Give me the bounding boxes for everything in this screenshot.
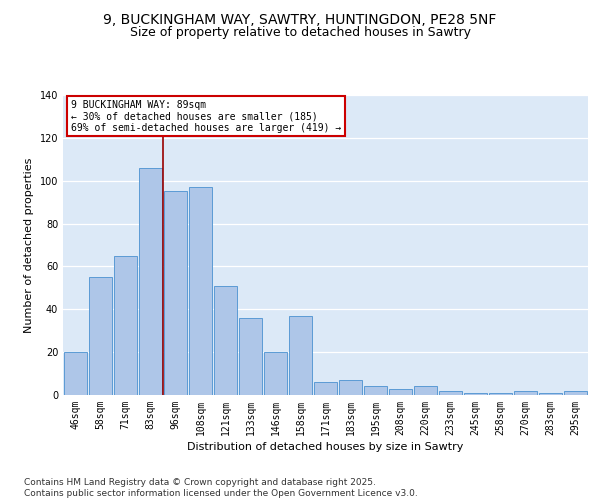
Text: 9 BUCKINGHAM WAY: 89sqm
← 30% of detached houses are smaller (185)
69% of semi-d: 9 BUCKINGHAM WAY: 89sqm ← 30% of detache… <box>71 100 341 132</box>
Bar <box>413 386 437 395</box>
X-axis label: Distribution of detached houses by size in Sawtry: Distribution of detached houses by size … <box>187 442 464 452</box>
Bar <box>289 316 313 395</box>
Bar <box>488 393 512 395</box>
Bar <box>364 386 388 395</box>
Bar <box>188 187 212 395</box>
Bar <box>464 393 487 395</box>
Bar <box>514 390 538 395</box>
Bar <box>164 192 187 395</box>
Text: Size of property relative to detached houses in Sawtry: Size of property relative to detached ho… <box>130 26 470 39</box>
Bar <box>263 352 287 395</box>
Bar <box>338 380 362 395</box>
Bar <box>439 390 463 395</box>
Y-axis label: Number of detached properties: Number of detached properties <box>24 158 34 332</box>
Bar <box>539 393 562 395</box>
Bar <box>139 168 163 395</box>
Bar <box>64 352 88 395</box>
Bar <box>89 277 112 395</box>
Bar <box>113 256 137 395</box>
Bar <box>214 286 238 395</box>
Text: Contains HM Land Registry data © Crown copyright and database right 2025.
Contai: Contains HM Land Registry data © Crown c… <box>24 478 418 498</box>
Bar <box>389 388 412 395</box>
Bar <box>239 318 262 395</box>
Bar <box>563 390 587 395</box>
Text: 9, BUCKINGHAM WAY, SAWTRY, HUNTINGDON, PE28 5NF: 9, BUCKINGHAM WAY, SAWTRY, HUNTINGDON, P… <box>103 13 497 27</box>
Bar <box>314 382 337 395</box>
